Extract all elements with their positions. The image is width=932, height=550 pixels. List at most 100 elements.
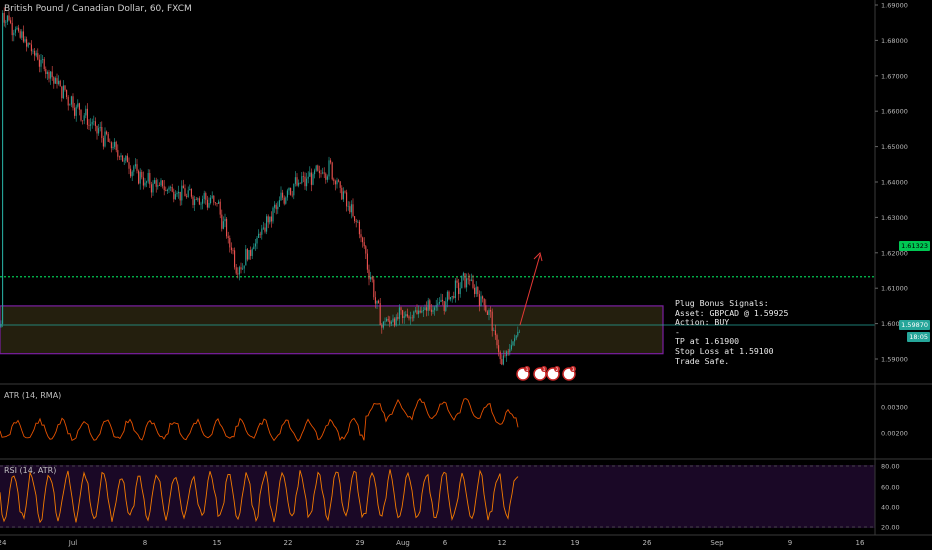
candle-body <box>330 160 332 163</box>
candle-body <box>187 190 189 197</box>
candle-body <box>403 316 405 318</box>
candle-body <box>395 317 397 326</box>
candle-body <box>339 181 341 188</box>
candle-body <box>72 96 74 108</box>
candle-body <box>99 127 101 129</box>
candle-body <box>283 197 285 204</box>
candle-body <box>352 204 354 217</box>
candle-body <box>442 299 444 302</box>
rsi-label: RSI (14, ATR) <box>4 466 57 475</box>
candle-body <box>216 202 218 204</box>
candle-body <box>131 171 133 177</box>
candle-body <box>270 216 272 222</box>
candle-body <box>282 192 284 198</box>
candle-body <box>206 199 208 208</box>
candle-body <box>83 115 85 121</box>
candle-body <box>128 162 130 169</box>
candle-body <box>328 160 330 177</box>
candle-body <box>499 351 501 360</box>
candle-body <box>186 196 188 197</box>
candle-body <box>53 77 55 84</box>
time-tick-label: Aug <box>396 539 410 547</box>
candle-body <box>192 196 194 206</box>
candle-body <box>432 310 434 312</box>
rsi-tick-label: 60.00 <box>881 484 900 492</box>
candle-body <box>344 191 346 193</box>
candle-body <box>334 181 336 185</box>
candle-body <box>88 124 90 126</box>
resistance-price-tag: 1.61323 <box>899 241 930 251</box>
candle-body <box>98 128 100 134</box>
candle-body <box>171 187 173 192</box>
candle-body <box>67 97 69 106</box>
candle-body <box>58 80 60 85</box>
candle-body <box>509 349 511 353</box>
candle-body <box>387 318 389 321</box>
candle-body <box>464 273 466 288</box>
candle-body <box>269 216 271 223</box>
candle-body <box>14 29 16 33</box>
candle-body <box>448 291 450 300</box>
candle-body <box>78 103 80 110</box>
candle-body <box>478 294 480 307</box>
candle-body <box>237 273 239 275</box>
candle-body <box>154 180 156 184</box>
candle-body <box>426 307 428 311</box>
candle-body <box>267 216 269 223</box>
candle-body <box>43 59 45 69</box>
time-tick-label: Sep <box>710 539 724 547</box>
candle-body <box>397 317 399 319</box>
candle-body <box>438 301 440 304</box>
candle-body <box>24 39 26 42</box>
candle-body <box>301 176 303 184</box>
candle-body <box>139 171 141 184</box>
candle-body <box>19 31 21 38</box>
candle-body <box>3 12 5 23</box>
candle-body <box>462 273 464 276</box>
candle-body <box>493 330 495 332</box>
candle-body <box>288 187 290 191</box>
time-tick-label: 16 <box>856 539 865 547</box>
candle-body <box>141 171 143 178</box>
candle-body <box>246 249 248 260</box>
candle-body <box>467 278 469 280</box>
candle-body <box>371 277 373 280</box>
candle-body <box>56 78 58 85</box>
candle-body <box>470 279 472 281</box>
candle-body <box>194 199 196 206</box>
rsi-band <box>0 465 875 528</box>
candle-body <box>235 267 237 274</box>
candle-body <box>504 355 506 356</box>
candle-body <box>274 204 276 208</box>
candle-body <box>307 176 309 179</box>
candle-body <box>258 233 260 238</box>
candle-body <box>435 305 437 308</box>
candle-body <box>363 242 365 247</box>
candle-body <box>336 180 338 185</box>
candle-body <box>150 184 152 193</box>
candle-body <box>469 279 471 281</box>
candle-body <box>408 316 410 319</box>
candle-body <box>107 134 109 142</box>
candle-body <box>126 155 128 163</box>
candle-body <box>378 300 380 303</box>
rsi-tick-label: 80.00 <box>881 463 900 471</box>
candle-body <box>490 309 492 312</box>
candle-body <box>75 106 77 116</box>
candle-body <box>176 193 178 195</box>
candle-body <box>382 321 384 328</box>
candle-body <box>483 298 485 306</box>
candle-body <box>262 227 264 229</box>
candle-body <box>450 297 452 300</box>
candle-body <box>18 27 20 32</box>
candle-body <box>346 192 348 207</box>
candle-body <box>398 307 400 319</box>
candle-body <box>245 249 247 266</box>
candle-body <box>208 203 210 208</box>
candle-body <box>294 177 296 184</box>
candle-body <box>112 146 114 149</box>
candle-body <box>155 180 157 187</box>
candle-body <box>219 201 221 215</box>
candle-body <box>62 85 64 99</box>
